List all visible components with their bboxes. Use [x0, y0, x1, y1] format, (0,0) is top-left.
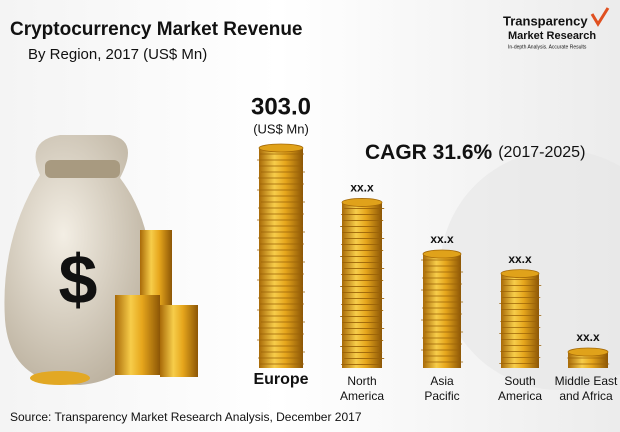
source: Source: Transparency Market Research Ana… [10, 410, 362, 424]
value-unit: (US$ Mn) [253, 121, 309, 136]
money-bag: $ [4, 135, 198, 385]
coin-top [500, 269, 540, 279]
decor-coins [160, 305, 198, 377]
coin-stack [421, 249, 464, 368]
coin-stack [340, 198, 385, 368]
coin-top [422, 249, 462, 259]
coin-stack-body [423, 254, 461, 368]
value-label: xx.x [576, 330, 600, 344]
coin-stack-body [259, 148, 303, 368]
category-label: Asia Pacific [424, 374, 460, 403]
coin-stack [567, 347, 610, 368]
category-label: Middle East and Africa [554, 374, 618, 403]
logo-check [590, 7, 610, 27]
cagr-value: CAGR 31.6% [365, 141, 493, 164]
chart-subtitle: By Region, 2017 (US$ Mn) [28, 46, 207, 63]
value-label: 303.0 [251, 93, 311, 120]
dollar-sign: $ [59, 240, 98, 318]
coin-top [341, 198, 383, 207]
coin-stack [499, 269, 542, 368]
chart-title: Cryptocurrency Market Revenue [10, 19, 303, 40]
category-label: Europe [253, 371, 309, 388]
logo-text: Transparency [503, 13, 588, 28]
coin-stack-body [342, 202, 382, 368]
coin-stack-body [501, 273, 539, 368]
logo: Transparency Market Research In-depth An… [503, 7, 610, 50]
cagr-period: (2017-2025) [498, 144, 585, 161]
value-label: xx.x [508, 252, 532, 266]
bag-tie [45, 160, 120, 178]
value-label: xx.x [430, 232, 454, 246]
category-label: South America [497, 374, 542, 403]
cagr: CAGR 31.6% (2017-2025) [365, 141, 585, 164]
coin-top [258, 143, 304, 153]
logo-tagline: In-depth Analysis. Accurate Results [508, 44, 587, 50]
decor-coins [115, 295, 160, 375]
logo-text: Market Research [508, 30, 596, 42]
coin-top [567, 347, 609, 357]
category-label: North America [339, 374, 384, 403]
coin-stack [257, 143, 305, 368]
decor-coin [30, 371, 90, 385]
value-label: xx.x [350, 181, 374, 195]
